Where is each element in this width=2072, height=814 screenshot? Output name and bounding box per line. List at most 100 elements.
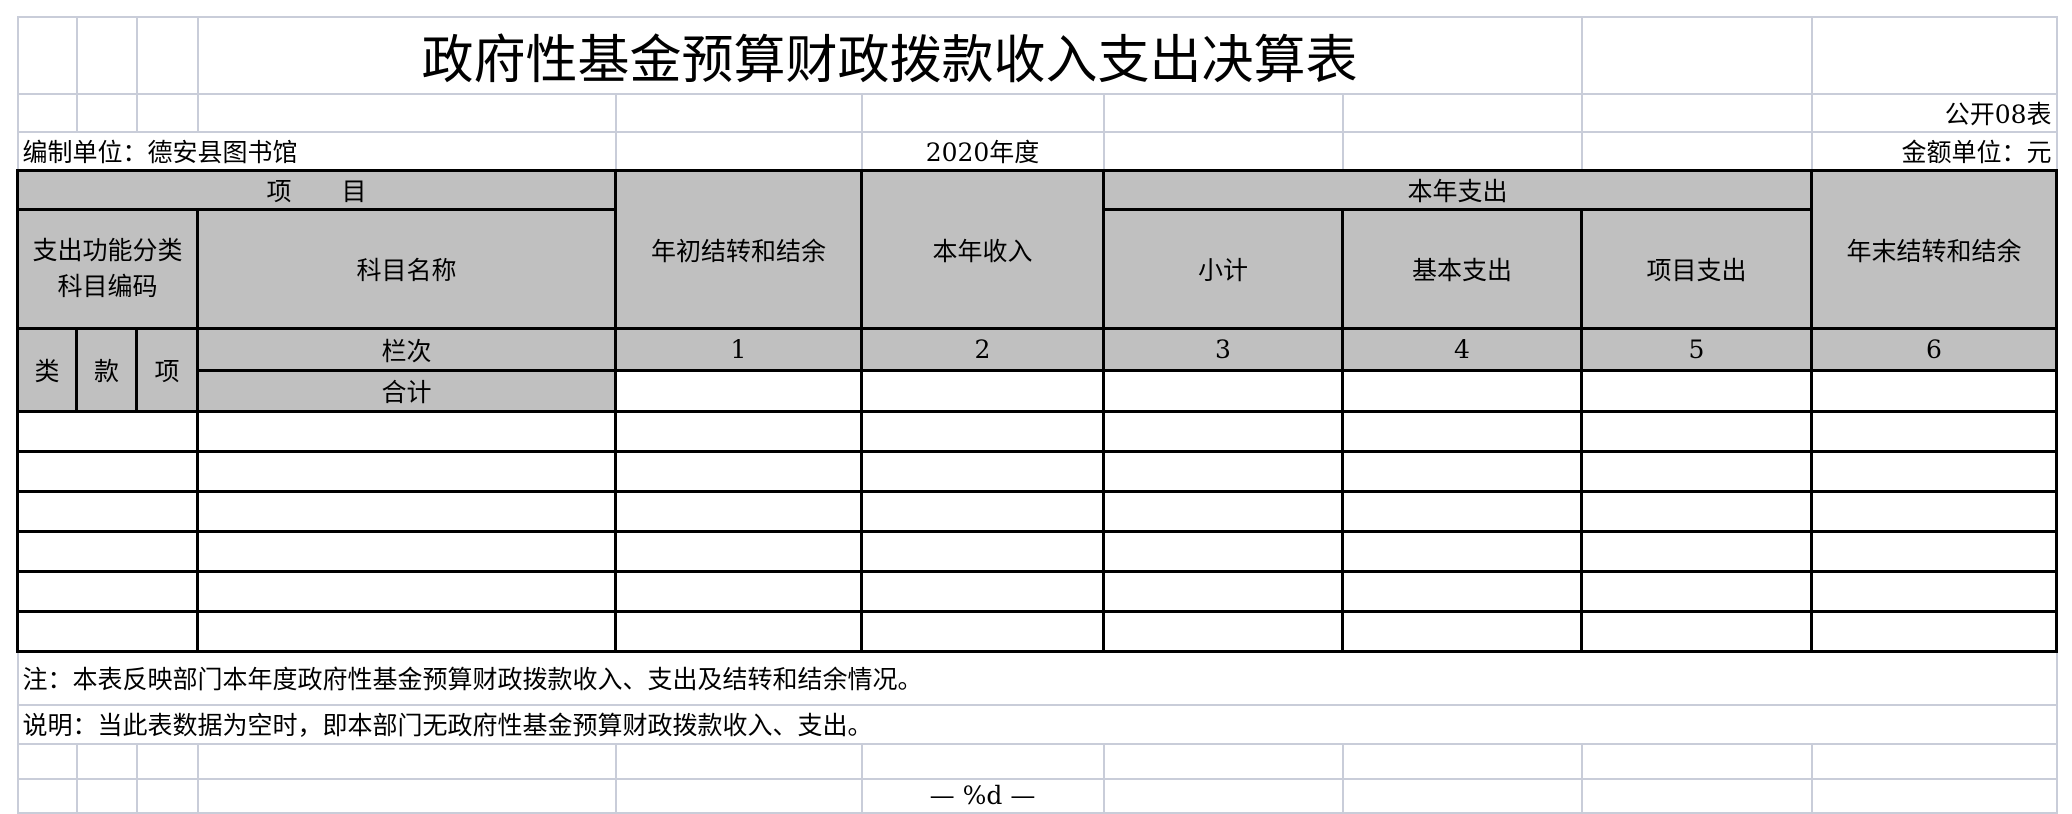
header-opening-balance: 年初结转和结余	[614, 169, 863, 330]
data-cell[interactable]	[614, 450, 863, 493]
cell[interactable]	[1580, 777, 1813, 814]
table-row	[16, 570, 2058, 613]
cell[interactable]	[614, 777, 863, 814]
data-cell[interactable]	[1102, 450, 1344, 493]
data-cell[interactable]	[196, 570, 617, 613]
data-cell[interactable]	[1810, 490, 2058, 533]
data-cell[interactable]	[1341, 450, 1583, 493]
cell[interactable]	[196, 777, 617, 814]
cell[interactable]	[135, 93, 199, 133]
note: 注：本表反映部门本年度政府性基金预算财政拨款收入、支出及结转和结余情况。	[16, 650, 2058, 706]
cell[interactable]	[1102, 742, 1344, 780]
data-cell[interactable]	[16, 610, 199, 653]
cell[interactable]	[75, 16, 138, 95]
data-cell[interactable]	[1580, 530, 1813, 573]
cell[interactable]	[1580, 16, 1813, 95]
cell[interactable]	[16, 742, 78, 780]
data-cell[interactable]	[1580, 610, 1813, 653]
cell[interactable]	[860, 742, 1105, 780]
data-cell[interactable]	[1810, 410, 2058, 453]
data-cell[interactable]	[1102, 410, 1344, 453]
data-cell[interactable]	[1810, 530, 2058, 573]
data-cell[interactable]	[1810, 450, 2058, 493]
data-cell[interactable]	[16, 530, 199, 573]
total-cell[interactable]	[860, 369, 1105, 413]
total-cell[interactable]	[1102, 369, 1344, 413]
data-cell[interactable]	[1580, 450, 1813, 493]
data-cell[interactable]	[860, 410, 1105, 453]
data-cell[interactable]	[196, 450, 617, 493]
unit-label: 编制单位：德安县图书馆	[16, 131, 617, 172]
cell[interactable]	[75, 742, 138, 780]
cell[interactable]	[16, 777, 78, 814]
data-cell[interactable]	[860, 530, 1105, 573]
total-cell[interactable]	[614, 369, 863, 413]
cell[interactable]	[1341, 131, 1583, 172]
data-cell[interactable]	[1810, 570, 2058, 613]
data-cell[interactable]	[1341, 410, 1583, 453]
data-cell[interactable]	[1102, 490, 1344, 533]
cell[interactable]	[196, 742, 617, 780]
data-cell[interactable]	[196, 610, 617, 653]
data-cell[interactable]	[860, 570, 1105, 613]
data-cell[interactable]	[1341, 530, 1583, 573]
cell[interactable]	[1810, 742, 2058, 780]
data-cell[interactable]	[1341, 610, 1583, 653]
data-cell[interactable]	[196, 410, 617, 453]
cell[interactable]	[75, 777, 138, 814]
data-cell[interactable]	[16, 570, 199, 613]
table-row	[16, 490, 2058, 533]
cell[interactable]	[1341, 777, 1583, 814]
data-cell[interactable]	[1102, 570, 1344, 613]
data-cell[interactable]	[1341, 570, 1583, 613]
col-number: 2	[860, 327, 1105, 372]
data-cell[interactable]	[614, 490, 863, 533]
cell[interactable]	[16, 16, 78, 95]
cell[interactable]	[1341, 93, 1583, 133]
cell[interactable]	[135, 742, 199, 780]
cell[interactable]	[1580, 93, 1813, 133]
data-cell[interactable]	[196, 530, 617, 573]
cell[interactable]	[1102, 131, 1344, 172]
data-cell[interactable]	[614, 410, 863, 453]
cell[interactable]	[16, 93, 78, 133]
data-cell[interactable]	[860, 490, 1105, 533]
cell[interactable]	[1341, 742, 1583, 780]
data-cell[interactable]	[16, 450, 199, 493]
data-cell[interactable]	[1580, 410, 1813, 453]
cell[interactable]	[1580, 131, 1813, 172]
cell[interactable]	[135, 777, 199, 814]
data-cell[interactable]	[1580, 570, 1813, 613]
total-cell[interactable]	[1810, 369, 2058, 413]
cell[interactable]	[1102, 777, 1344, 814]
total-cell[interactable]	[1580, 369, 1813, 413]
total-cell[interactable]	[1341, 369, 1583, 413]
cell[interactable]	[1580, 742, 1813, 780]
total-row: 合计	[18, 369, 2058, 413]
cell[interactable]	[614, 93, 863, 133]
data-cell[interactable]	[1810, 610, 2058, 653]
data-cell[interactable]	[614, 610, 863, 653]
data-cell[interactable]	[860, 450, 1105, 493]
cell[interactable]	[1102, 93, 1344, 133]
data-cell[interactable]	[1341, 490, 1583, 533]
cell[interactable]	[1810, 16, 2058, 95]
data-cell[interactable]	[1580, 490, 1813, 533]
data-cell[interactable]	[196, 490, 617, 533]
cell[interactable]	[75, 93, 138, 133]
data-cell[interactable]	[1102, 610, 1344, 653]
data-cell[interactable]	[16, 410, 199, 453]
cell[interactable]	[614, 131, 863, 172]
cell[interactable]	[614, 742, 863, 780]
data-cell[interactable]	[614, 570, 863, 613]
data-cell[interactable]	[860, 610, 1105, 653]
sheet-title: 政府性基金预算财政拨款收入支出决算表	[196, 16, 1583, 95]
data-cell[interactable]	[614, 530, 863, 573]
data-cell[interactable]	[1102, 530, 1344, 573]
cell[interactable]	[196, 93, 617, 133]
cell[interactable]	[860, 93, 1105, 133]
data-cell[interactable]	[16, 490, 199, 533]
cell[interactable]	[1810, 777, 2058, 814]
table-row	[16, 530, 2058, 573]
cell[interactable]	[135, 16, 199, 95]
